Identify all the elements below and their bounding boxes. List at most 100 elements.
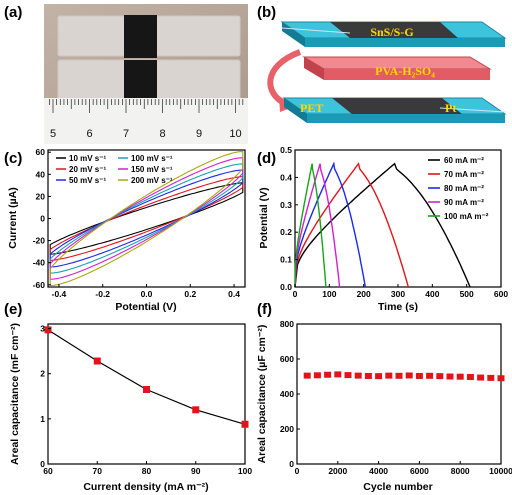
y-tick-label: 0 — [40, 459, 45, 469]
f-ylabel: Areal capacitance (µF cm⁻²) — [256, 325, 268, 464]
top-layer-label: SnS/S-G — [370, 25, 413, 39]
panel-f-cycling-stability: 0 2000 4000 6000 8000 10000 0 200 400 600 800 Cycl… — [256, 319, 512, 493]
cv-legend: 10 mV s⁻¹ 20 mV s⁻¹ 50 mV s⁻¹ 100 mV s⁻¹ 150… — [56, 154, 173, 185]
panel-label-f: (f) — [257, 301, 272, 318]
y-tick-label: -20 — [33, 236, 46, 246]
cycling-point — [415, 372, 423, 379]
y-tick-label: 3 — [40, 324, 45, 334]
ruler-number: 6 — [86, 128, 92, 140]
top-active-layer — [330, 22, 458, 38]
cycling-point — [385, 372, 393, 379]
gcd-legend-entry: 90 mA m⁻² — [444, 198, 484, 207]
ruler — [44, 98, 248, 144]
gcd-legend-entry: 70 mA m⁻² — [444, 170, 484, 179]
y-tick-label: 0.3 — [280, 200, 292, 210]
ruler-numbers: 5 6 7 8 9 10 — [50, 128, 242, 140]
cv-curve-series-1 — [49, 176, 244, 261]
panel-label-a: (a) — [4, 4, 22, 21]
cv-curves — [49, 151, 244, 286]
panel-c-cv-chart: -0.4 -0.2 0.0 0.2 0.4 -60 -40 -20 0 20 40 60 10 mV … — [7, 147, 246, 313]
gcd-legend: 60 mA m⁻² 70 mA m⁻² 80 mA m⁻² 90 mA m⁻² 100 … — [428, 156, 489, 221]
panel-label-e: (e) — [4, 301, 22, 318]
y-tick-label: 800 — [280, 319, 294, 329]
capacitance-point — [93, 357, 101, 365]
y-tick-label: 600 — [280, 354, 294, 364]
electrolyte-text: PVA-H₂SO₄ — [375, 64, 435, 78]
y-tick-label: 0 — [289, 459, 294, 469]
cv-curve-series-0 — [49, 182, 244, 255]
capacitance-point — [143, 385, 150, 393]
x-tick-label: 300 — [391, 289, 405, 299]
y-tick-label: 0.4 — [280, 172, 292, 182]
capacitance-line — [47, 329, 246, 425]
cycling-point — [395, 372, 403, 379]
bottom-active-layer — [332, 98, 462, 114]
cv-legend-entry: 150 mV s⁻¹ — [131, 165, 173, 174]
x-tick-label: 0.4 — [228, 289, 240, 299]
y-tick-label: -40 — [33, 258, 46, 268]
x-tick-label: 70 — [93, 466, 103, 476]
plot-frame-f — [296, 323, 502, 465]
electrode-bottom — [124, 60, 157, 103]
panel-e-capacitance-vs-current: 60 70 80 90 100 0 1 2 3 Current density (mA m⁻²)… — [9, 323, 252, 493]
x-tick-label: 60 — [43, 466, 53, 476]
cycling-point — [426, 372, 434, 379]
gcd-legend-entry: 60 mA m⁻² — [444, 156, 484, 165]
panel-a-photo: 5 6 7 8 9 10 — [44, 4, 248, 144]
y-tick-label: 0.5 — [280, 145, 292, 155]
cv-ylabel: Current (µA) — [7, 187, 19, 248]
panel-d-gcd-chart: 0 100 200 300 400 500 600 0.0 0.1 0.2 0.3 0.4 0.5 60… — [258, 145, 508, 313]
cycling-point — [405, 372, 413, 379]
gcd-axis-ticks: 0 100 200 300 400 500 600 0.0 0.1 0.2 0.3 0.4 0.5 — [280, 145, 508, 299]
capacitance-points — [44, 326, 249, 428]
cv-legend-entry: 10 mV s⁻¹ — [69, 154, 106, 163]
cycling-point — [466, 374, 474, 381]
ruler-number: 7 — [123, 128, 129, 140]
y-tick-label: 0.2 — [280, 227, 292, 237]
x-tick-label: 10000 — [489, 466, 512, 476]
x-tick-label: 0.2 — [184, 289, 196, 299]
y-tick-label: 0 — [40, 214, 45, 224]
cycling-point — [313, 372, 321, 379]
x-tick-label: 500 — [460, 289, 474, 299]
plot-frame-e — [47, 323, 246, 465]
ruler-number: 9 — [196, 128, 202, 140]
cv-legend-entry: 20 mV s⁻¹ — [69, 165, 106, 174]
e-axis-ticks: 60 70 80 90 100 0 1 2 3 — [40, 324, 252, 476]
cycling-point — [344, 372, 352, 379]
cycling-point — [436, 373, 444, 380]
x-tick-label: 400 — [425, 289, 439, 299]
x-tick-label: 4000 — [369, 466, 388, 476]
panel-label-b: (b) — [257, 4, 276, 21]
x-tick-label: 0 — [295, 466, 300, 476]
x-tick-label: 8000 — [451, 466, 470, 476]
capacitance-point — [241, 420, 249, 428]
cycling-point — [375, 373, 383, 380]
cycling-point — [497, 375, 505, 382]
assembly-arrow — [267, 49, 302, 107]
cycling-point — [303, 372, 311, 379]
ruler-number: 10 — [229, 128, 241, 140]
cv-xlabel: Potential (V) — [115, 301, 176, 313]
panel-label-c: (c) — [4, 150, 22, 167]
pt-label: Pt — [445, 101, 456, 115]
y-tick-label: 0.0 — [280, 282, 292, 292]
gcd-ylabel: Potential (V) — [258, 187, 270, 248]
cv-legend-entry: 50 mV s⁻¹ — [69, 176, 106, 185]
ruler-ticks — [48, 99, 244, 113]
x-tick-label: 0.0 — [141, 289, 153, 299]
y-tick-label: 20 — [36, 191, 46, 201]
ruler-number: 8 — [159, 128, 165, 140]
cycling-point — [446, 373, 454, 380]
cycling-point — [354, 372, 362, 379]
ruler-number: 5 — [50, 128, 56, 140]
e-ylabel: Areal capacitance (mF cm⁻²) — [9, 323, 21, 465]
x-tick-label: 0 — [293, 289, 298, 299]
x-tick-label: 100 — [322, 289, 336, 299]
cv-axis-ticks: -0.4 -0.2 0.0 0.2 0.4 -60 -40 -20 0 20 40 60 — [33, 147, 241, 299]
y-tick-label: 60 — [36, 147, 46, 157]
x-tick-label: 100 — [238, 466, 252, 476]
y-tick-label: 200 — [280, 424, 294, 434]
x-tick-label: 6000 — [410, 466, 429, 476]
